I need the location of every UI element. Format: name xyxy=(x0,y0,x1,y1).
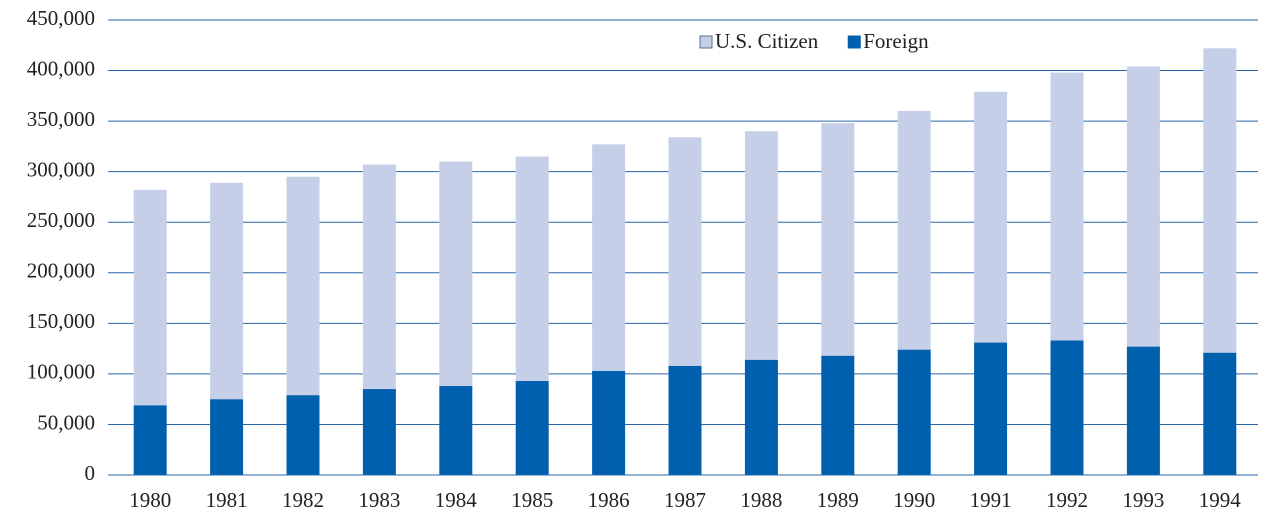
bar-segment xyxy=(1203,48,1237,353)
bar-segment xyxy=(286,395,320,475)
bar-segment xyxy=(592,370,626,475)
x-tick-label: 1990 xyxy=(893,488,935,512)
legend-label: Foreign xyxy=(863,29,929,53)
bar-segment xyxy=(362,164,396,390)
bar-segment xyxy=(821,355,855,475)
bar-segment xyxy=(133,405,167,475)
x-tick-label: 1991 xyxy=(970,488,1012,512)
x-tick-label: 1986 xyxy=(588,488,630,512)
bar-segment xyxy=(668,365,702,475)
y-tick-label: 0 xyxy=(85,461,96,485)
bar-segment xyxy=(897,111,931,350)
y-tick-label: 350,000 xyxy=(27,107,95,131)
x-tick-label: 1984 xyxy=(435,488,478,512)
bar-segment xyxy=(1050,340,1084,475)
bar-segment xyxy=(1050,72,1084,341)
bar-segment xyxy=(821,123,855,356)
bar-segment xyxy=(974,91,1008,343)
x-tick-label: 1980 xyxy=(129,488,171,512)
bar-segment xyxy=(286,176,320,396)
bar-segment xyxy=(362,389,396,475)
x-tick-label: 1983 xyxy=(358,488,400,512)
bar-segment xyxy=(439,161,473,387)
bar-segment xyxy=(515,380,549,475)
bar-segment xyxy=(1126,66,1160,347)
x-tick-label: 1987 xyxy=(664,488,706,512)
legend-label: U.S. Citizen xyxy=(715,29,819,53)
bar-segment xyxy=(210,182,244,400)
bar-segment xyxy=(744,359,778,475)
y-tick-label: 100,000 xyxy=(27,360,95,384)
y-tick-label: 300,000 xyxy=(27,157,95,181)
x-tick-label: 1988 xyxy=(740,488,782,512)
y-tick-label: 450,000 xyxy=(27,6,95,30)
bar-segment xyxy=(744,131,778,360)
bar-segment xyxy=(592,144,626,371)
legend-swatch xyxy=(699,35,713,49)
bar-segment xyxy=(439,386,473,475)
x-tick-label: 1989 xyxy=(817,488,859,512)
bar-segment xyxy=(897,349,931,475)
y-tick-label: 150,000 xyxy=(27,309,95,333)
x-tick-label: 1981 xyxy=(206,488,248,512)
bar-segment xyxy=(133,189,167,406)
x-tick-label: 1994 xyxy=(1199,488,1242,512)
x-tick-label: 1982 xyxy=(282,488,324,512)
legend-swatch xyxy=(847,35,861,49)
bar-segment xyxy=(668,137,702,366)
bar-segment xyxy=(1203,352,1237,475)
x-tick-label: 1992 xyxy=(1046,488,1088,512)
y-tick-label: 250,000 xyxy=(27,208,95,232)
y-tick-label: 200,000 xyxy=(27,259,95,283)
bar-segment xyxy=(210,399,244,475)
bar-segment xyxy=(1126,346,1160,475)
bar-segment xyxy=(515,156,549,381)
x-tick-label: 1985 xyxy=(511,488,553,512)
y-tick-label: 50,000 xyxy=(37,410,95,434)
y-tick-label: 400,000 xyxy=(27,56,95,80)
bar-segment xyxy=(974,342,1008,475)
x-tick-label: 1993 xyxy=(1122,488,1164,512)
